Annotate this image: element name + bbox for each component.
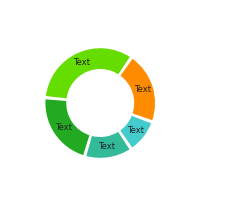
Text: Text: Text <box>134 85 151 94</box>
Wedge shape <box>120 58 156 121</box>
Text: Text: Text <box>127 126 144 135</box>
Wedge shape <box>85 131 130 159</box>
Text: Text: Text <box>73 58 90 67</box>
Wedge shape <box>45 99 90 156</box>
Wedge shape <box>45 48 131 99</box>
Wedge shape <box>119 115 152 149</box>
Text: Text: Text <box>99 142 116 151</box>
Text: Text: Text <box>55 123 72 132</box>
